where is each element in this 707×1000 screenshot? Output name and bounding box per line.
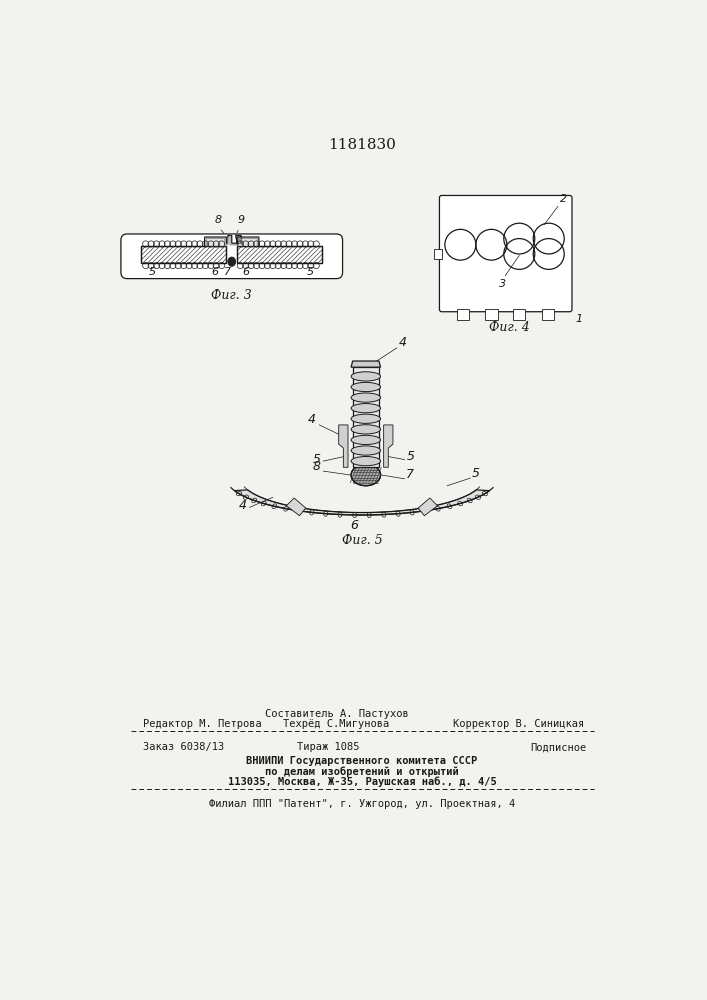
Text: 5: 5	[308, 267, 315, 277]
Text: Фиг. 4: Фиг. 4	[489, 321, 530, 334]
Ellipse shape	[351, 425, 380, 434]
Polygon shape	[237, 246, 322, 263]
Ellipse shape	[351, 382, 380, 392]
Text: Филиал ППП "Патент", г. Ужгород, ул. Проектная, 4: Филиал ППП "Патент", г. Ужгород, ул. Про…	[209, 799, 515, 809]
Ellipse shape	[228, 257, 235, 266]
Text: 3: 3	[498, 279, 506, 289]
Text: 5: 5	[472, 467, 480, 480]
Text: 5: 5	[149, 267, 156, 277]
Text: 7: 7	[224, 267, 231, 277]
Text: Фиг. 3: Фиг. 3	[211, 289, 252, 302]
Text: 4: 4	[308, 413, 315, 426]
Bar	[542, 309, 554, 320]
Polygon shape	[141, 246, 226, 263]
Ellipse shape	[351, 456, 380, 466]
Text: Корректор В. Синицкая: Корректор В. Синицкая	[453, 719, 585, 729]
Text: Редактор М. Петрова: Редактор М. Петрова	[143, 719, 262, 729]
Polygon shape	[418, 498, 438, 516]
Ellipse shape	[351, 404, 380, 413]
Ellipse shape	[351, 372, 380, 381]
Text: 6: 6	[350, 519, 358, 532]
Ellipse shape	[351, 393, 380, 402]
Text: 4: 4	[239, 499, 247, 512]
Polygon shape	[351, 361, 380, 367]
Bar	[353, 367, 379, 467]
Bar	[457, 309, 469, 320]
Text: 8: 8	[214, 215, 221, 225]
Text: Подписное: Подписное	[530, 742, 586, 752]
Text: 6: 6	[242, 267, 250, 277]
Polygon shape	[206, 237, 257, 246]
Text: Тираж 1085: Тираж 1085	[298, 742, 360, 752]
Text: 113035, Москва, Ж-35, Раушская наб., д. 4/5: 113035, Москва, Ж-35, Раушская наб., д. …	[228, 776, 496, 787]
Text: ВНИИПИ Государственного комитета СССР: ВНИИПИ Государственного комитета СССР	[246, 756, 477, 766]
Text: 4: 4	[398, 336, 407, 349]
Polygon shape	[286, 498, 305, 516]
FancyBboxPatch shape	[121, 234, 343, 279]
Polygon shape	[235, 490, 489, 515]
Ellipse shape	[351, 464, 380, 486]
Ellipse shape	[351, 435, 380, 445]
Polygon shape	[384, 425, 393, 467]
Bar	[513, 309, 525, 320]
Text: 5: 5	[313, 453, 321, 466]
Ellipse shape	[351, 414, 380, 423]
FancyBboxPatch shape	[440, 195, 572, 312]
Text: 1: 1	[575, 314, 582, 324]
Bar	[434, 249, 442, 259]
Text: 8: 8	[313, 460, 321, 473]
Text: 7: 7	[406, 468, 414, 481]
Text: по делам изобретений и открытий: по делам изобретений и открытий	[265, 766, 459, 777]
Text: Техрёд С.Мигунова: Техрёд С.Мигунова	[284, 719, 390, 729]
Polygon shape	[339, 425, 348, 467]
Text: Фиг. 5: Фиг. 5	[341, 534, 382, 547]
Text: 2: 2	[559, 194, 567, 204]
Text: 6: 6	[211, 267, 218, 277]
Text: 1181830: 1181830	[328, 138, 396, 152]
Text: 9: 9	[238, 215, 245, 225]
Text: Заказ 6038/13: Заказ 6038/13	[143, 742, 224, 752]
Bar	[485, 309, 498, 320]
Text: Составитель А. Пастухов: Составитель А. Пастухов	[264, 709, 408, 719]
Text: 5: 5	[407, 450, 415, 463]
Ellipse shape	[351, 446, 380, 455]
